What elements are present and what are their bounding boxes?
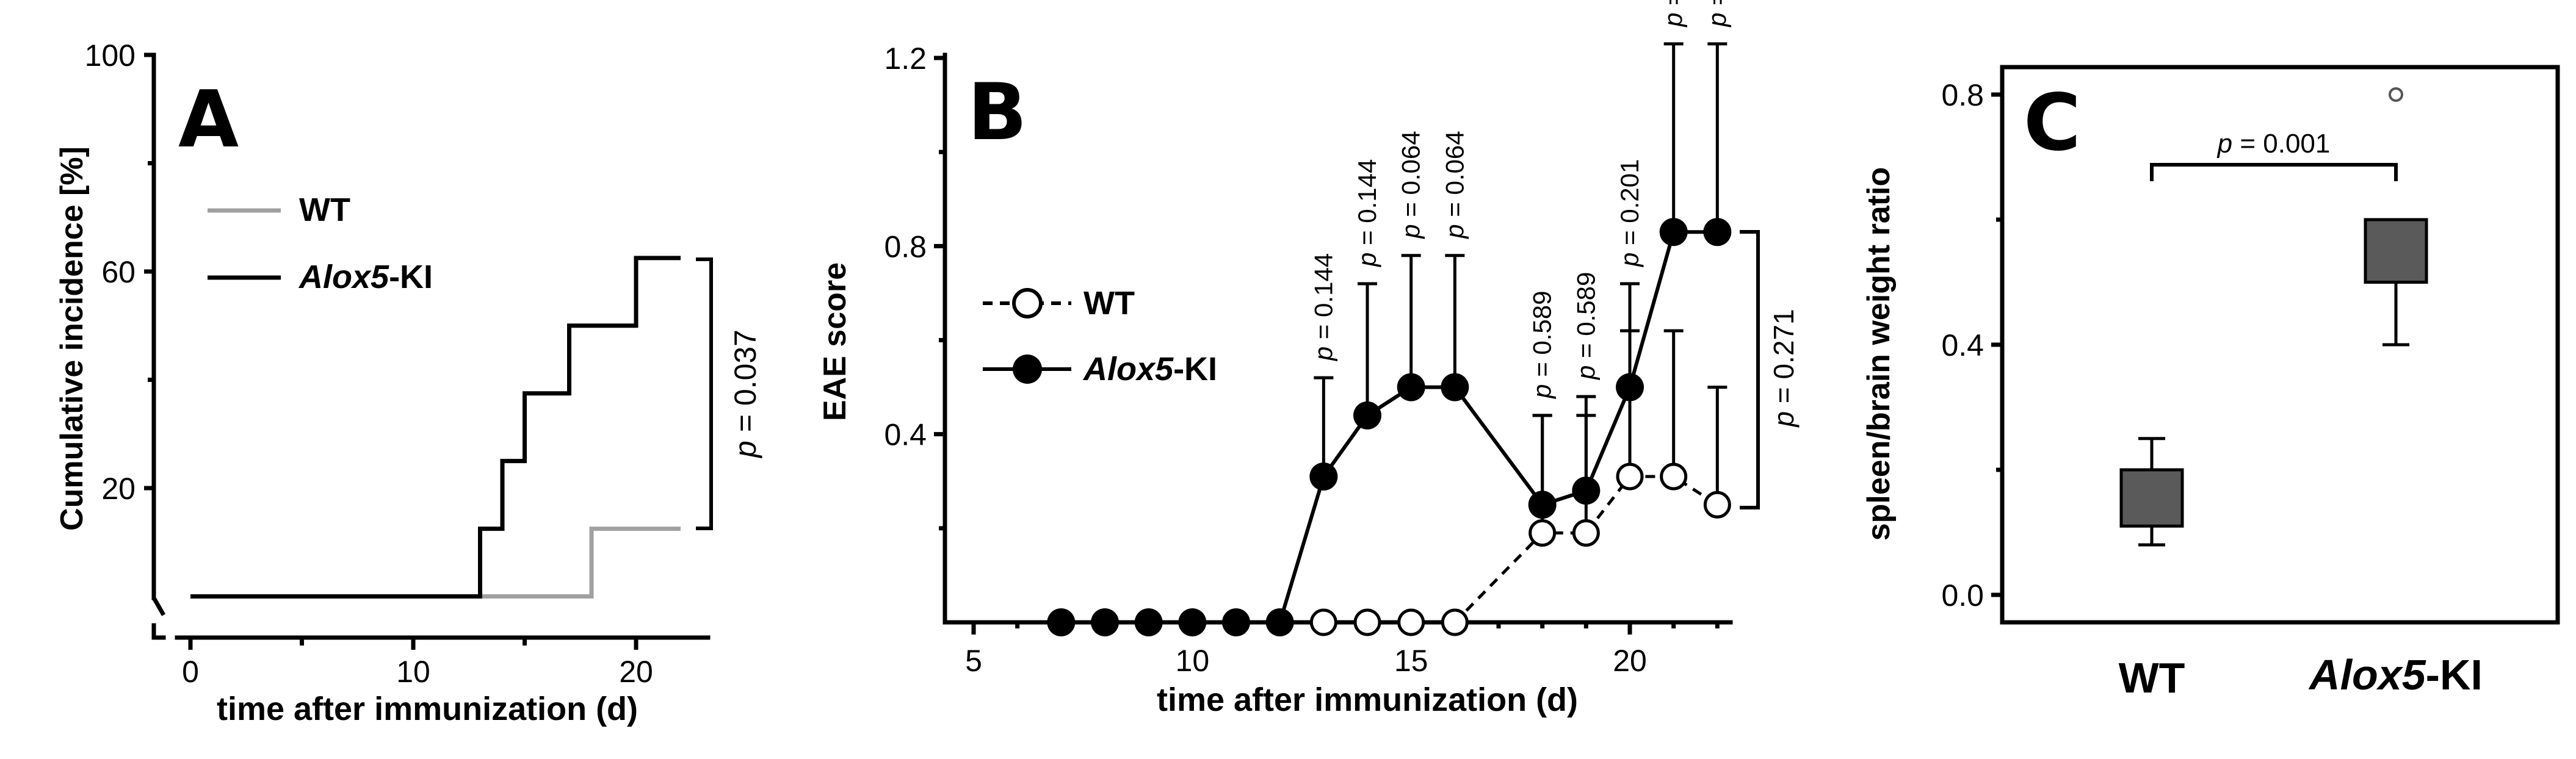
panel-b-point-wt xyxy=(1703,491,1731,519)
panel-b-line-wt xyxy=(1061,475,1718,624)
panel-c: C 0.0 0.4 0.8 p = 0.001 spleen/brain weigh… xyxy=(1861,65,2560,702)
panel-b-point-alox5 xyxy=(1134,608,1163,636)
panel-b-point-wt xyxy=(1572,519,1600,547)
panel-b-xlabel: time after immunization (d) xyxy=(1157,682,1578,718)
panel-b-point-wt xyxy=(1353,608,1381,636)
panel-b-lines xyxy=(1061,230,1718,624)
panel-b-error-bars xyxy=(1314,42,1728,533)
panel-b-point-alox5 xyxy=(1353,401,1381,430)
panel-b-p-label: p = 0.589 xyxy=(1528,290,1557,399)
panel-b-bracket xyxy=(1740,230,1760,509)
panel-a-lines xyxy=(190,256,681,599)
panel-c-box-alox5 xyxy=(2364,218,2428,284)
panel-a-p-value: p = 0.037 xyxy=(728,329,762,459)
panel-a-bracket xyxy=(696,257,713,530)
panel-b-point-wt xyxy=(1397,608,1425,636)
panel-a-xtick-label: 0 xyxy=(182,655,199,689)
panel-b: B 0.40.81.25 10 15 20 p = 0.144 p = 0.144 p =… xyxy=(817,0,1800,718)
panel-c-boxes xyxy=(2119,87,2428,547)
panel-b-point-wt xyxy=(1441,608,1469,636)
panel-b-significance: p = 0.271 xyxy=(1740,230,1800,509)
panel-b-point-alox5 xyxy=(1091,608,1119,636)
panel-c-ytick-label: 0.0 xyxy=(1941,578,1984,613)
panel-c-significance: p = 0.001 xyxy=(2150,129,2398,181)
panel-b-point-alox5 xyxy=(1047,608,1076,636)
panel-a-legend: WT Alox5-KI xyxy=(208,192,433,295)
panel-b-letter: B xyxy=(968,67,1027,158)
panel-c-box-wt xyxy=(2119,468,2184,528)
panel-b-point-alox5 xyxy=(1309,462,1338,491)
panel-b-line-alox5 xyxy=(1061,230,1718,624)
panel-a-xtick-label: 20 xyxy=(619,655,653,689)
panel-b-axis-lines xyxy=(942,52,1733,625)
panel-c-axes: 0.0 0.4 0.8 xyxy=(1941,78,2002,613)
panel-b-point-alox5 xyxy=(1397,373,1425,401)
panel-a-line-alox5 xyxy=(190,256,681,599)
panel-c-category-wt: WT xyxy=(2119,654,2185,702)
panel-a-letter: A xyxy=(178,74,239,165)
panel-a-line-wt xyxy=(190,527,681,599)
panel-b-point-wt xyxy=(1660,462,1688,491)
panel-b-p-label: p = 0.144 xyxy=(1353,159,1381,268)
panel-b-p-label: p = 0.224 xyxy=(1659,0,1688,28)
panel-b-point-alox5 xyxy=(1572,477,1601,505)
panel-b-point-wt xyxy=(1616,462,1644,491)
panel-a-xlabel: time after immunization (d) xyxy=(217,691,638,727)
panel-b-point-alox5 xyxy=(1178,608,1207,636)
panel-a-ytick-label: 60 xyxy=(101,255,136,289)
panel-c-ytick-label: 0.4 xyxy=(1941,328,1984,362)
panel-b-ytick-label: 0.8 xyxy=(884,229,927,264)
panel-b-point-alox5 xyxy=(1703,218,1732,246)
panel-b-point-wt xyxy=(1529,519,1557,547)
panel-b-point-wt xyxy=(1309,608,1337,636)
panel-b-p-label: p = 0.064 xyxy=(1397,131,1425,239)
panel-a-ytick-label: 20 xyxy=(101,472,136,506)
panel-b-legend: WT Alox5-KI xyxy=(983,285,1217,387)
panel-c-letter: C xyxy=(2024,77,2081,168)
panel-b-p-labels: p = 0.144 p = 0.144 p = 0.064 p = 0.064 p = … xyxy=(1309,0,1731,400)
panel-b-ytick-label: 1.2 xyxy=(884,41,927,76)
panel-a-axes: 20 60 100 0 10 20 xyxy=(85,38,711,689)
panel-b-xtick-label: 10 xyxy=(1176,644,1210,678)
panel-c-p-value: p = 0.001 xyxy=(2216,129,2331,159)
panel-b-p-label: p = 0.201 xyxy=(1615,159,1644,268)
panel-b-points xyxy=(1047,218,1732,636)
panel-b-xtick-label: 20 xyxy=(1613,644,1647,678)
panel-b-point-alox5 xyxy=(1265,608,1294,636)
panel-b-point-alox5 xyxy=(1528,491,1557,519)
panel-b-xtick-label: 15 xyxy=(1394,644,1428,678)
panel-b-point-alox5 xyxy=(1222,608,1250,636)
legend-alox5-marker xyxy=(1013,354,1042,384)
legend-wt-label: WT xyxy=(1084,285,1135,322)
panel-b-p-label: p = 0.064 xyxy=(1440,131,1469,239)
panel-b-point-alox5 xyxy=(1616,373,1644,401)
panel-c-ytick-label: 0.8 xyxy=(1941,78,1984,112)
legend-wt-marker xyxy=(1012,288,1043,318)
legend-alox5-label: Alox5-KI xyxy=(298,259,433,295)
panel-c-ylabel: spleen/brain weight ratio xyxy=(1861,167,1897,541)
panel-b-point-alox5 xyxy=(1441,373,1469,401)
legend-wt-label: WT xyxy=(299,192,350,228)
panel-b-ylabel: EAE score xyxy=(817,262,853,421)
panel-c-category-alox5: Alox5-KI xyxy=(2308,651,2483,699)
panel-b-p-value: p = 0.271 xyxy=(1768,309,1800,428)
panel-a-ylabel: Cumulative incidence [%] xyxy=(54,146,90,531)
panel-b-xtick-label: 5 xyxy=(965,644,982,678)
panel-a-axis-break xyxy=(151,597,166,616)
panel-b-p-label: p = 0.144 xyxy=(1309,253,1337,362)
panel-b-p-label: p = 0,194 xyxy=(1702,0,1731,28)
panel-a-ytick-label: 100 xyxy=(85,38,136,73)
legend-alox5-label: Alox5-KI xyxy=(1082,351,1217,387)
panel-b-ytick-label: 0.4 xyxy=(884,418,927,452)
panel-a: A 20 60 100 0 10 20 WT Alox5-KI p = 0.037 Cum… xyxy=(54,38,762,727)
panel-a-significance: p = 0.037 xyxy=(696,257,762,530)
panel-b-p-label: p = 0.589 xyxy=(1571,272,1600,381)
panel-a-xtick-label: 10 xyxy=(396,655,430,689)
panel-c-outlier-alox5 xyxy=(2389,87,2403,102)
panel-b-point-alox5 xyxy=(1659,218,1688,246)
panel-a-axis-lines xyxy=(151,52,711,640)
panel-c-bracket xyxy=(2150,163,2398,181)
